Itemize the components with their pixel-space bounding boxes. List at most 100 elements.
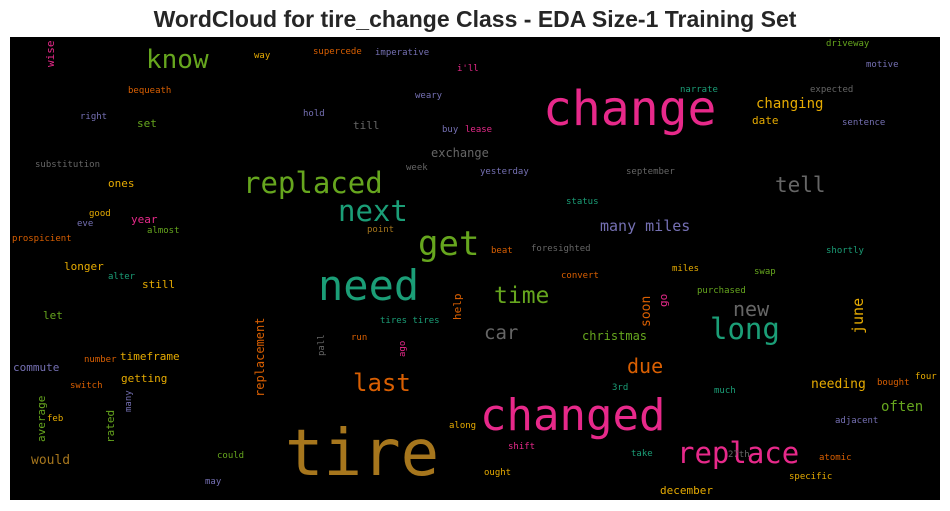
word-date: date (752, 114, 779, 127)
word-ones: ones (108, 177, 135, 190)
word-last: last (353, 369, 411, 397)
word-changing: changing (756, 96, 824, 112)
word-beat: beat (491, 246, 513, 256)
word-new: new (733, 297, 770, 321)
word-week: week (406, 163, 428, 173)
word-along: along (449, 421, 477, 431)
word-weary: weary (415, 91, 443, 101)
word-many-miles: many miles (600, 217, 691, 235)
word-let: let (43, 309, 63, 322)
word-almost: almost (147, 226, 180, 236)
word-many: many (124, 390, 134, 412)
word-substitution: substitution (35, 160, 101, 170)
word-point: point (367, 225, 395, 235)
word-average: average (35, 395, 48, 442)
word-atomic: atomic (819, 453, 852, 463)
word-help: help (451, 293, 464, 321)
word-foresighted: foresighted (531, 244, 591, 254)
word-till: till (353, 119, 380, 132)
word-supercede: supercede (313, 47, 362, 57)
word-bequeath: bequeath (128, 86, 172, 96)
word-set: set (137, 117, 157, 130)
word-shift: shift (508, 442, 536, 452)
word-longer: longer (64, 260, 104, 273)
word-good: good (89, 209, 111, 219)
word-purchased: purchased (697, 286, 746, 296)
word-adjacent: adjacent (835, 416, 879, 426)
word-next: next (338, 194, 408, 228)
word-exchange: exchange (431, 146, 489, 160)
word-ago: ago (398, 340, 408, 357)
word-driveway: driveway (826, 39, 870, 49)
word-ought: ought (484, 468, 512, 478)
word-number: number (84, 355, 117, 365)
word-car: car (484, 322, 519, 344)
word-switch: switch (70, 381, 103, 391)
word-eve: eve (77, 219, 94, 229)
word-wise: wise (44, 40, 57, 68)
word-i-ll: i'll (457, 64, 479, 74)
word-feb: feb (47, 414, 64, 424)
word-yesterday: yesterday (480, 167, 529, 177)
word-take: take (631, 449, 653, 459)
word-four: four (915, 372, 937, 382)
word-time: time (494, 283, 550, 309)
word-tire: tire (285, 417, 440, 491)
word-replace: replace (677, 436, 800, 470)
word-convert: convert (561, 271, 599, 281)
word-tires-tires: tires tires (380, 316, 440, 326)
word-christmas: christmas (582, 329, 648, 343)
word-go: go (657, 293, 670, 307)
word-shortly: shortly (826, 246, 864, 256)
word-sentence: sentence (842, 118, 886, 128)
word-replacement: replacement (253, 317, 267, 397)
word-buy: buy (442, 125, 459, 135)
word-due: due (627, 354, 664, 378)
word-swap: swap (754, 267, 776, 277)
word-tell: tell (775, 173, 826, 197)
word-status: status (566, 197, 599, 207)
word-3rd: 3rd (612, 383, 629, 393)
word-much: much (714, 386, 736, 396)
word-often: often (881, 399, 924, 415)
word-motive: motive (866, 60, 899, 70)
wordcloud-canvas: tire change changed need get replaced replace n… (10, 37, 940, 500)
word-miles: miles (672, 264, 700, 274)
word-still: still (142, 278, 176, 291)
word-prospicient: prospicient (12, 234, 72, 244)
word-way: way (254, 51, 271, 61)
word-alter: alter (108, 272, 136, 282)
word-needing: needing (811, 377, 866, 392)
word-imperative: imperative (375, 48, 430, 58)
word-bought: bought (877, 378, 910, 388)
word-get: get (418, 224, 480, 264)
word-september: september (626, 167, 675, 177)
word-run: run (351, 333, 368, 343)
word-december: december (660, 484, 713, 497)
word-timeframe: timeframe (120, 350, 180, 363)
word-rated: rated (104, 409, 117, 443)
word-right: right (80, 112, 108, 122)
word-would: would (31, 453, 71, 468)
word-june: june (849, 297, 867, 334)
word-may: may (205, 477, 222, 487)
word-narrate: narrate (680, 85, 718, 95)
word-expected: expected (810, 85, 854, 95)
word-specific: specific (789, 472, 833, 482)
word-hold: hold (303, 109, 325, 119)
word-27th: 27th (728, 450, 750, 460)
word-need: need (318, 261, 420, 310)
word-commute: commute (13, 361, 60, 374)
word-year: year (131, 213, 158, 226)
chart-title: WordCloud for tire_change Class - EDA Si… (153, 6, 797, 32)
word-know: know (146, 45, 209, 75)
word-replaced: replaced (243, 166, 383, 200)
word-long: long (710, 312, 780, 346)
word-getting: getting (121, 372, 168, 385)
word-changed: changed (480, 390, 666, 441)
word-could: could (217, 451, 245, 461)
word-soon: soon (639, 295, 654, 327)
word-pall: pall (317, 334, 327, 356)
word-change: change (543, 81, 717, 137)
word-lease: lease (465, 125, 493, 135)
